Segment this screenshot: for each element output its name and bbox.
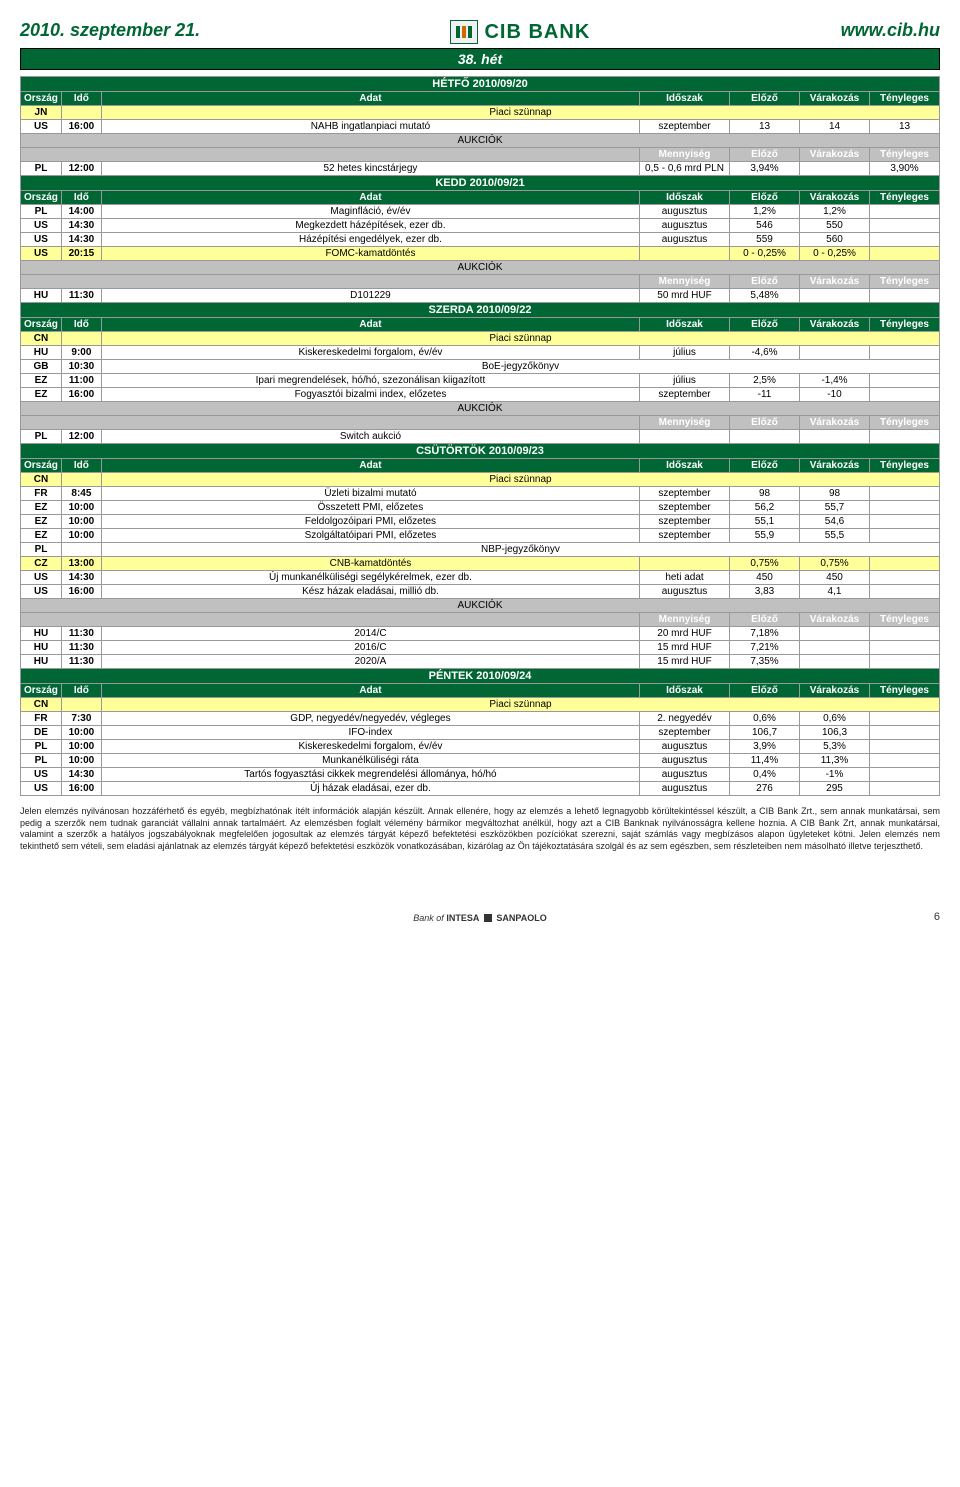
col-adat: Adat — [101, 92, 639, 106]
data-row: EZ11:00Ipari megrendelések, hó/hó, szezo… — [21, 374, 940, 388]
mennyiseg-row: MennyiségElőzőVárakozásTényleges — [21, 148, 940, 162]
header-date: 2010. szeptember 21. — [20, 20, 200, 41]
footer-bank-label: Bank of — [413, 913, 444, 923]
data-row: EZ10:00Szolgáltatóipari PMI, előzetessze… — [21, 529, 940, 543]
col-idoszak: Időszak — [640, 92, 730, 106]
cell — [61, 106, 101, 120]
col-ido: Idő — [61, 92, 101, 106]
aukciok-row: AUKCIÓK — [21, 599, 940, 613]
day-kedd: KEDD 2010/09/21 — [21, 176, 940, 191]
data-row: US14:30Megkezdett házépítések, ezer db.a… — [21, 219, 940, 233]
page-footer: Bank of INTESA SANPAOLO 6 — [20, 913, 940, 923]
data-row: FR7:30GDP, negyedév/negyedév, végleges2.… — [21, 712, 940, 726]
data-row: PL12:0052 hetes kincstárjegy0,5 - 0,6 mr… — [21, 162, 940, 176]
disclaimer-text: Jelen elemzés nyilvánosan hozzáférhető é… — [20, 806, 940, 853]
week-label: 38. hét — [458, 51, 502, 67]
cell — [800, 162, 870, 176]
column-header-row: OrszágIdőAdatIdőszakElőzőVárakozásTényle… — [21, 318, 940, 332]
data-row: CNPiaci szünnap — [21, 332, 940, 346]
aukciok-row: AUKCIÓK — [21, 134, 940, 148]
cell: JN — [21, 106, 62, 120]
cell: szeptember — [640, 120, 730, 134]
cell: 14 — [800, 120, 870, 134]
data-row: CZ13:00CNB-kamatdöntés0,75%0,75% — [21, 557, 940, 571]
data-row: PL10:00Munkanélküliségi rátaaugusztus11,… — [21, 754, 940, 768]
aukciok-label: AUKCIÓK — [21, 134, 940, 148]
col-varakozas: Várakozás — [800, 92, 870, 106]
data-row: JN Piaci szünnap — [21, 106, 940, 120]
data-row: US14:30Házépítési engedélyek, ezer db.au… — [21, 233, 940, 247]
col-elozo: Előző — [730, 92, 800, 106]
data-row: HU9:00Kiskereskedelmi forgalom, év/évjúl… — [21, 346, 940, 360]
data-row: US20:15FOMC-kamatdöntés0 - 0,25%0 - 0,25… — [21, 247, 940, 261]
day-csutortok: CSÜTÖRTÖK 2010/09/23 — [21, 444, 940, 459]
data-row: PLNBP-jegyzőkönyv — [21, 543, 940, 557]
cell: 13 — [870, 120, 940, 134]
cell: 52 hetes kincstárjegy — [101, 162, 639, 176]
col-tenyleges: Tényleges — [870, 92, 940, 106]
data-row: EZ10:00Összetett PMI, előzetesszeptember… — [21, 501, 940, 515]
data-row: US16:00Új házak eladásai, ezer db.augusz… — [21, 782, 940, 796]
data-row: US16:00NAHB ingatlanpiaci mutatószeptemb… — [21, 120, 940, 134]
cell: 12:00 — [61, 162, 101, 176]
aukciok-row: AUKCIÓK — [21, 261, 940, 275]
bank-name: CIB BANK — [484, 21, 590, 44]
cell: US — [21, 120, 62, 134]
col-mennyiseg: Mennyiség — [640, 148, 730, 162]
data-row: HU11:30D10122950 mrd HUF5,48% — [21, 289, 940, 303]
page-header: 2010. szeptember 21. CIB BANK www.cib.hu — [20, 20, 940, 44]
cell: PL — [21, 162, 62, 176]
cell: 3,90% — [870, 162, 940, 176]
data-row: PL12:00Switch aukció — [21, 430, 940, 444]
week-bar: 38. hét — [20, 48, 940, 70]
cell: 0,5 - 0,6 mrd PLN — [640, 162, 730, 176]
data-row: CNPiaci szünnap — [21, 473, 940, 487]
header-url: www.cib.hu — [841, 20, 940, 41]
day-hetfo: HÉTFŐ 2010/09/20 — [21, 77, 940, 92]
column-header-row: OrszágIdőAdatIdőszakElőzőVárakozásTényle… — [21, 459, 940, 473]
cell: 16:00 — [61, 120, 101, 134]
data-row: PL10:00Kiskereskedelmi forgalom, év/évau… — [21, 740, 940, 754]
data-row: HU11:302020/A15 mrd HUF7,35% — [21, 655, 940, 669]
data-row: HU11:302016/C15 mrd HUF7,21% — [21, 641, 940, 655]
column-header-row: Ország Idő Adat Időszak Előző Várakozás … — [21, 92, 940, 106]
footer-box-icon — [484, 914, 492, 922]
data-row: DE10:00IFO-indexszeptember106,7106,3 — [21, 726, 940, 740]
mennyiseg-row: MennyiségElőzőVárakozásTényleges — [21, 275, 940, 289]
data-row: US16:00Kész házak eladásai, millió db.au… — [21, 585, 940, 599]
bank-logo-icon — [450, 20, 478, 44]
piaci-cell: Piaci szünnap — [101, 106, 939, 120]
cell: NAHB ingatlanpiaci mutató — [101, 120, 639, 134]
data-row: GB10:30BoE-jegyzőkönyv — [21, 360, 940, 374]
data-row: PL14:00Maginfláció, év/évaugusztus1,2%1,… — [21, 205, 940, 219]
data-row: CNPiaci szünnap — [21, 698, 940, 712]
cell: 13 — [730, 120, 800, 134]
aukciok-row: AUKCIÓK — [21, 402, 940, 416]
day-szerda: SZERDA 2010/09/22 — [21, 303, 940, 318]
data-row: EZ10:00Feldolgozóipari PMI, előzetesszep… — [21, 515, 940, 529]
cell: 3,94% — [730, 162, 800, 176]
column-header-row: OrszágIdőAdatIdőszakElőzőVárakozásTényle… — [21, 684, 940, 698]
calendar-table: HÉTFŐ 2010/09/20 Ország Idő Adat Időszak… — [20, 76, 940, 796]
page-number: 6 — [934, 911, 940, 923]
mennyiseg-row: MennyiségElőzőVárakozásTényleges — [21, 416, 940, 430]
header-logo: CIB BANK — [450, 20, 590, 44]
mennyiseg-row: MennyiségElőzőVárakozásTényleges — [21, 613, 940, 627]
data-row: EZ16:00Fogyasztói bizalmi index, előzete… — [21, 388, 940, 402]
footer-intesa: INTESA — [446, 913, 479, 923]
day-pentek: PÉNTEK 2010/09/24 — [21, 669, 940, 684]
column-header-row: OrszágIdőAdatIdőszakElőzőVárakozásTényle… — [21, 191, 940, 205]
data-row: FR8:45Üzleti bizalmi mutatószeptember989… — [21, 487, 940, 501]
data-row: US14:30Új munkanélküliségi segélykérelme… — [21, 571, 940, 585]
col-orszag: Ország — [21, 92, 62, 106]
data-row: US14:30Tartós fogyasztási cikkek megrend… — [21, 768, 940, 782]
data-row: HU11:302014/C20 mrd HUF7,18% — [21, 627, 940, 641]
footer-sanpaolo: SANPAOLO — [496, 913, 546, 923]
